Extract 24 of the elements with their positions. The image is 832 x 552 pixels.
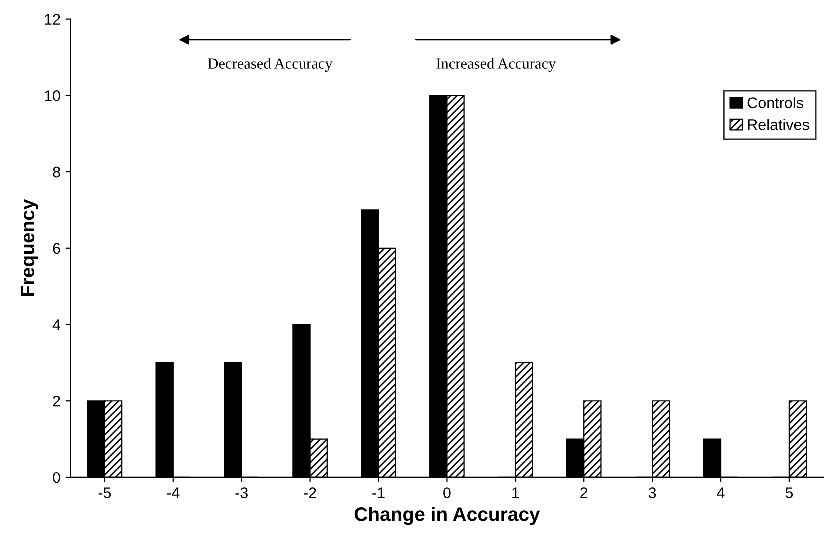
y-tick-label: 10 xyxy=(45,90,60,102)
y-tick-label: 6 xyxy=(53,243,60,254)
x-tick-label: 3 xyxy=(648,488,656,498)
x-tick-label: 2 xyxy=(580,488,588,498)
x-tick-label: -2 xyxy=(304,488,316,498)
x-tick-label: -4 xyxy=(167,488,180,498)
annotation: Decreased Accuracy xyxy=(208,58,333,72)
x-tick-label: 5 xyxy=(786,488,794,498)
x-tick-label: 4 xyxy=(717,488,725,498)
y-axis-title: Frequency xyxy=(21,199,38,296)
x-tick-label: -1 xyxy=(372,488,385,498)
legend-label: Relatives xyxy=(748,119,810,130)
y-tick-label: 8 xyxy=(53,166,60,178)
annotation: Increased Accuracy xyxy=(436,58,556,72)
x-axis-title: Change in Accuracy xyxy=(354,507,540,526)
y-tick-label: 0 xyxy=(53,472,60,484)
y-tick-label: 2 xyxy=(53,396,60,407)
x-tick-label: -3 xyxy=(236,488,248,498)
x-tick-label: 1 xyxy=(512,488,520,498)
y-tick-label: 4 xyxy=(52,320,61,330)
x-tick-label: -5 xyxy=(98,488,112,498)
x-tick-label: 0 xyxy=(444,488,451,498)
y-tick-label: 12 xyxy=(45,14,60,25)
legend-label: Controls xyxy=(748,97,804,108)
